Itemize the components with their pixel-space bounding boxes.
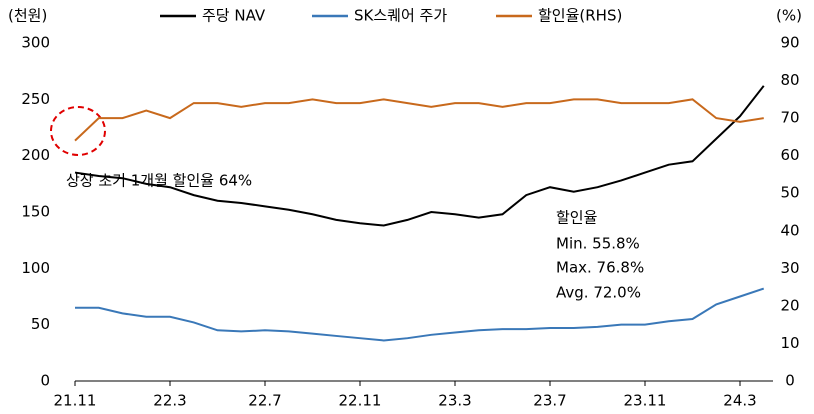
x-tick-label: 23.11 xyxy=(624,392,667,410)
y2-tick-label: 20 xyxy=(780,296,799,314)
series-line xyxy=(74,98,764,142)
y-tick-label: 150 xyxy=(21,203,50,221)
legend-label: SK스퀘어 주가 xyxy=(354,7,447,25)
annotation: 할인율 xyxy=(556,209,597,227)
x-tick-label: 22.7 xyxy=(248,392,281,410)
series-line xyxy=(74,85,765,227)
y2-axis-label: (%) xyxy=(776,7,802,25)
y2-tick-label: 90 xyxy=(780,34,799,52)
x-tick-label: 22.3 xyxy=(153,392,186,410)
y2-tick-label: 0 xyxy=(785,372,795,390)
legend-label: 주당 NAV xyxy=(202,7,266,25)
annotation: Min. 55.8% xyxy=(556,235,640,253)
y-tick-label: 200 xyxy=(21,146,50,164)
x-tick-label: 22.11 xyxy=(339,392,382,410)
y2-tick-label: 80 xyxy=(780,71,799,89)
highlight-circle xyxy=(50,106,106,156)
annotation: 상장 초기 1개월 할인율 64% xyxy=(66,172,252,190)
x-tick-label: 23.7 xyxy=(533,392,566,410)
y2-tick-label: 50 xyxy=(780,184,799,202)
legend-label: 할인율(RHS) xyxy=(538,7,622,25)
annotation: Avg. 72.0% xyxy=(556,284,641,302)
y2-tick-label: 40 xyxy=(780,221,799,239)
x-tick-label: 24.3 xyxy=(723,392,756,410)
y-tick-label: 300 xyxy=(21,34,50,52)
y-tick-label: 50 xyxy=(31,315,50,333)
y2-tick-label: 60 xyxy=(780,146,799,164)
series-line xyxy=(75,287,765,342)
y-tick-label: 0 xyxy=(40,372,50,390)
x-tick-label: 23.3 xyxy=(438,392,471,410)
x-tick-label: 21.11 xyxy=(54,392,97,410)
annotation: Max. 76.8% xyxy=(556,259,644,277)
y-tick-label: 250 xyxy=(21,90,50,108)
y2-tick-label: 70 xyxy=(780,109,799,127)
y2-tick-label: 10 xyxy=(780,334,799,352)
y-tick-label: 100 xyxy=(21,259,50,277)
y2-tick-label: 30 xyxy=(780,259,799,277)
y-axis-label: (천원) xyxy=(8,7,47,25)
